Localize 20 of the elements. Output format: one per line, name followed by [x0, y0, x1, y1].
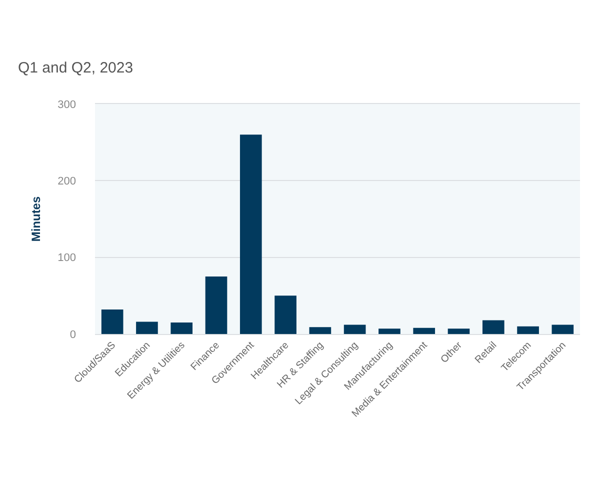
bar — [101, 309, 124, 334]
chart-title: Q1 and Q2, 2023 — [18, 59, 134, 76]
y-tick-label: 0 — [70, 328, 76, 341]
bar — [309, 327, 332, 334]
bar — [552, 324, 574, 334]
bar — [205, 276, 228, 334]
bar — [240, 134, 262, 334]
bar — [274, 296, 296, 334]
bar — [482, 320, 504, 334]
bar — [136, 322, 158, 334]
y-tick-label: 300 — [58, 98, 76, 111]
y-tick-label: 100 — [58, 252, 76, 264]
bar — [413, 328, 436, 334]
y-axis-title: Minutes — [28, 196, 43, 242]
bar — [448, 328, 470, 334]
bar — [344, 324, 366, 334]
bar — [378, 328, 400, 334]
y-tick-label: 200 — [58, 176, 76, 188]
bar — [517, 326, 539, 334]
bar — [170, 322, 193, 334]
